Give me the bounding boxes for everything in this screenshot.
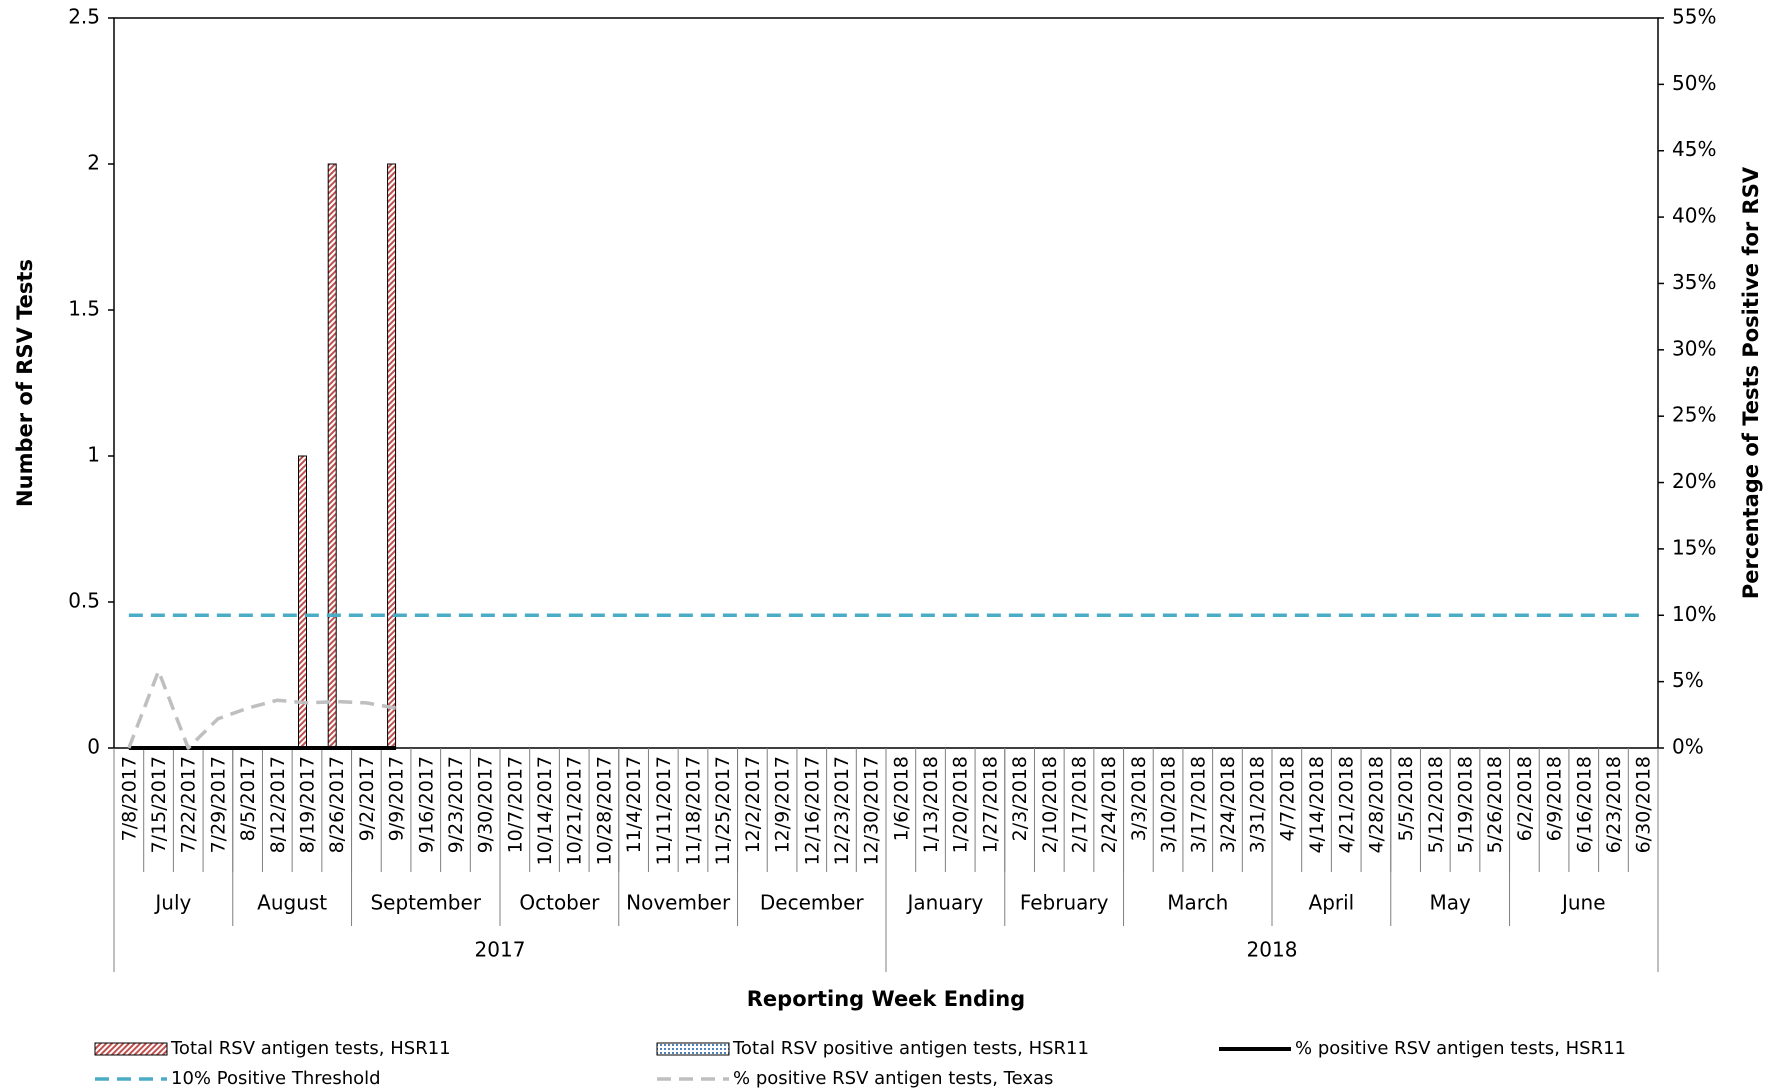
x-tick-label: 3/24/2018: [1217, 756, 1239, 853]
y2-tick-label: 30%: [1672, 336, 1716, 360]
y2-tick-label: 25%: [1672, 403, 1716, 427]
x-tick-label: 11/4/2017: [623, 756, 645, 853]
x-tick-label: 12/2/2017: [742, 756, 764, 853]
month-label: May: [1429, 891, 1471, 915]
x-tick-label: 7/15/2017: [148, 756, 170, 853]
x-tick-label: 4/7/2018: [1276, 756, 1298, 841]
month-label: March: [1167, 891, 1228, 915]
month-label: April: [1309, 891, 1355, 915]
month-label: September: [370, 891, 481, 915]
month-label: February: [1020, 891, 1109, 915]
legend-label: Total RSV antigen tests, HSR11: [170, 1038, 451, 1059]
y2-tick-label: 5%: [1672, 668, 1704, 692]
month-label: June: [1560, 891, 1606, 915]
year-label: 2018: [1247, 938, 1298, 962]
x-tick-label: 10/7/2017: [504, 756, 526, 853]
y2-tick-label: 0%: [1672, 735, 1704, 759]
legend-label: % positive RSV antigen tests, Texas: [733, 1068, 1053, 1089]
plot-frame: [113, 17, 1659, 749]
x-tick-label: 9/23/2017: [445, 756, 467, 853]
x-tick-label: 2/10/2018: [1039, 756, 1061, 853]
month-label: October: [519, 891, 600, 915]
x-tick-label: 1/20/2018: [950, 756, 972, 853]
x-tick-label: 10/28/2017: [593, 756, 615, 866]
y2-tick-label: 45%: [1672, 137, 1716, 161]
x-tick-label: 12/16/2017: [801, 756, 823, 866]
x-tick-label: 8/5/2017: [237, 756, 259, 841]
x-tick-label: 12/30/2017: [861, 756, 883, 866]
line: [127, 669, 397, 750]
x-tick-label: 11/18/2017: [683, 756, 705, 866]
x-tick-label: 6/9/2018: [1544, 756, 1566, 841]
legend-label: 10% Positive Threshold: [171, 1068, 381, 1089]
x-tick-label: 5/5/2018: [1395, 756, 1417, 841]
x-tick-label: 4/21/2018: [1336, 756, 1358, 853]
year-label: 2017: [475, 938, 526, 962]
legend-label: Total RSV positive antigen tests, HSR11: [732, 1038, 1089, 1059]
x-tick-label: 12/23/2017: [831, 756, 853, 866]
y2-tick-label: 10%: [1672, 602, 1716, 626]
x-tick-label: 9/9/2017: [386, 756, 408, 841]
x-tick-label: 12/9/2017: [772, 756, 794, 853]
bar: [387, 163, 397, 749]
x-tick-label: 5/26/2018: [1484, 756, 1506, 853]
x-tick-label: 1/13/2018: [920, 756, 942, 853]
x-tick-label: 6/16/2018: [1573, 756, 1595, 853]
x-tick-label: 5/12/2018: [1425, 756, 1447, 853]
y-tick-label: 2: [87, 151, 100, 175]
x-tick-label: 9/30/2017: [475, 756, 497, 853]
x-tick-label: 6/2/2018: [1514, 756, 1536, 841]
month-label: December: [760, 891, 864, 915]
x-tick-label: 6/23/2018: [1603, 756, 1625, 853]
y2-tick-label: 55%: [1672, 5, 1716, 29]
x-tick-label: 2/17/2018: [1069, 756, 1091, 853]
y2-tick-label: 20%: [1672, 469, 1716, 493]
x-tick-label: 7/22/2017: [178, 756, 200, 853]
x-tick-label: 9/2/2017: [356, 756, 378, 841]
legend-label: % positive RSV antigen tests, HSR11: [1295, 1038, 1626, 1059]
y2-axis-title: Percentage of Tests Positive for RSV: [1739, 166, 1763, 599]
x-tick-label: 1/6/2018: [890, 756, 912, 841]
x-tick-label: 11/25/2017: [712, 756, 734, 866]
x-tick-label: 4/14/2018: [1306, 756, 1328, 853]
y2-tick-label: 15%: [1672, 535, 1716, 559]
x-tick-label: 8/19/2017: [297, 756, 319, 853]
x-tick-label: 10/14/2017: [534, 756, 556, 866]
y2-tick-label: 50%: [1672, 71, 1716, 95]
x-tick-label: 7/8/2017: [118, 756, 140, 841]
x-tick-label: 4/28/2018: [1365, 756, 1387, 853]
y-tick-label: 2.5: [68, 5, 100, 29]
x-tick-label: 2/3/2018: [1009, 756, 1031, 841]
y2-tick-label: 40%: [1672, 204, 1716, 228]
month-label: January: [905, 891, 983, 915]
x-tick-label: 3/10/2018: [1158, 756, 1180, 853]
x-tick-label: 3/3/2018: [1128, 756, 1150, 841]
x-tick-label: 3/17/2018: [1187, 756, 1209, 853]
y-axis-title: Number of RSV Tests: [13, 259, 37, 507]
x-tick-label: 6/30/2018: [1633, 756, 1655, 853]
x-tick-label: 8/12/2017: [267, 756, 289, 853]
x-tick-label: 10/21/2017: [564, 756, 586, 866]
y2-tick-label: 35%: [1672, 270, 1716, 294]
x-tick-label: 2/24/2018: [1098, 756, 1120, 853]
x-tick-label: 1/27/2018: [979, 756, 1001, 853]
legend-swatch: [94, 1042, 168, 1056]
x-tick-label: 3/31/2018: [1247, 756, 1269, 853]
x-tick-label: 11/11/2017: [653, 756, 675, 866]
x-axis-title: Reporting Week Ending: [747, 987, 1025, 1011]
x-tick-label: 8/26/2017: [326, 756, 348, 853]
y-tick-label: 1: [87, 443, 100, 467]
month-label: August: [257, 891, 327, 915]
y-tick-label: 0: [87, 735, 100, 759]
legend-swatch: [656, 1042, 730, 1056]
month-label: November: [626, 891, 731, 915]
bar: [327, 163, 337, 749]
y-tick-label: 1.5: [68, 297, 100, 321]
x-tick-label: 7/29/2017: [207, 756, 229, 853]
x-tick-label: 9/16/2017: [415, 756, 437, 853]
x-tick-label: 5/19/2018: [1455, 756, 1477, 853]
month-label: July: [153, 891, 191, 915]
y-tick-label: 0.5: [68, 589, 100, 613]
